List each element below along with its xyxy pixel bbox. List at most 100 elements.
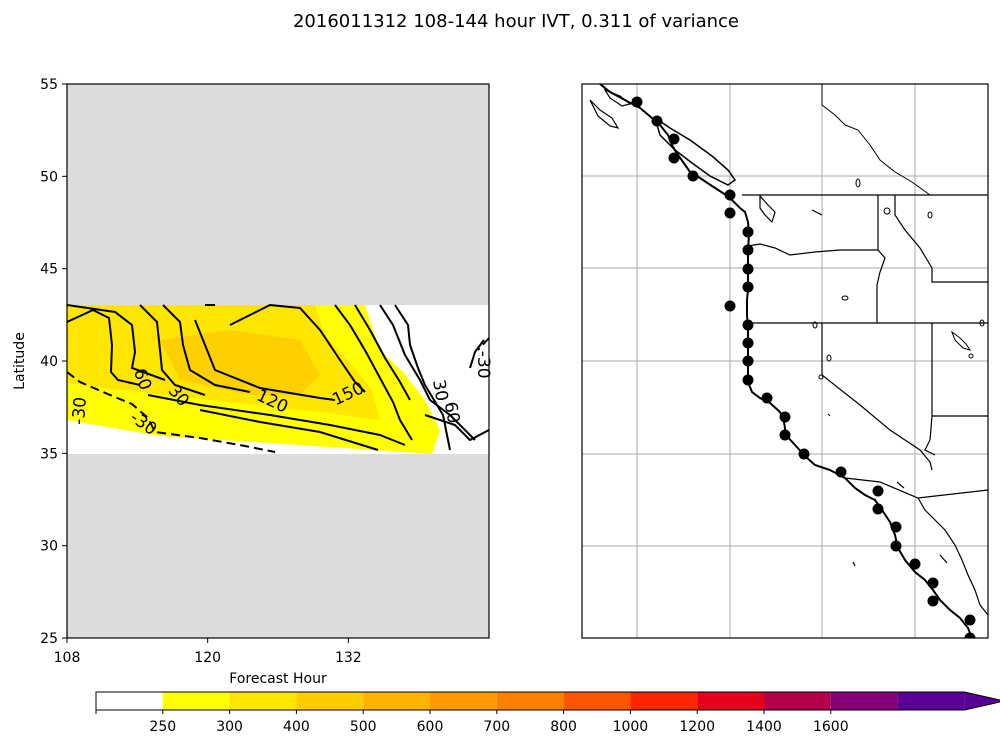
border-wa-or xyxy=(747,243,878,256)
gulf-of-california xyxy=(917,497,988,616)
y-axis-label: Latitude xyxy=(12,332,28,390)
station-point xyxy=(927,577,939,589)
y-axis: 25 30 35 40 45 50 55 Latitude xyxy=(12,77,67,647)
colorbar-segment xyxy=(96,692,163,710)
colorbar-tick-label: 400 xyxy=(283,719,310,735)
colorbar-segment xyxy=(296,692,364,710)
lake xyxy=(927,211,933,219)
contour-line xyxy=(469,339,485,369)
y-tick-label: 30 xyxy=(40,539,58,555)
station-point xyxy=(761,392,773,404)
station-point xyxy=(668,133,680,145)
border-or-id xyxy=(876,249,886,323)
colorbar-segment xyxy=(630,692,698,710)
station-point xyxy=(742,281,754,293)
figure-title: 2016011312 108-144 hour IVT, 0.311 of va… xyxy=(293,11,739,32)
x-axis-label: Forecast Hour xyxy=(229,671,327,687)
border-us-mexico xyxy=(844,477,988,499)
colorbar-segment xyxy=(897,692,965,710)
colorbar-segment xyxy=(496,692,564,710)
contour-line-negative xyxy=(477,337,489,351)
contour-line xyxy=(67,304,166,381)
station-point xyxy=(890,540,902,552)
colorbar-tick-label: 1400 xyxy=(746,719,782,735)
contour-line xyxy=(199,409,379,451)
station-point xyxy=(724,300,736,312)
lake xyxy=(811,209,823,216)
colorbar-segment xyxy=(830,692,898,710)
station-point xyxy=(742,226,754,238)
station-point xyxy=(779,429,791,441)
station-point xyxy=(798,448,810,460)
station-point xyxy=(872,485,884,497)
station-points xyxy=(631,96,976,638)
station-point xyxy=(742,319,754,331)
x-tick-label: 108 xyxy=(54,650,81,666)
x-axis: 108 120 132 Forecast Hour xyxy=(54,638,362,687)
islands xyxy=(589,99,620,129)
colorbar-tick-label: 600 xyxy=(417,719,444,735)
lake xyxy=(855,178,861,188)
y-tick-label: 40 xyxy=(40,354,58,370)
colorbar-outline xyxy=(95,691,1000,711)
station-point xyxy=(964,632,976,638)
puget-sound xyxy=(759,194,776,224)
lake xyxy=(979,319,985,327)
colorbar-segment xyxy=(563,692,631,710)
colorbar-segment xyxy=(764,692,831,710)
station-point xyxy=(964,614,976,626)
colorbar-tick-label: 1000 xyxy=(613,719,649,735)
contour-line xyxy=(394,304,451,451)
map-frame xyxy=(581,83,989,639)
x-tick-label: 132 xyxy=(335,650,362,666)
y-tick-label: 45 xyxy=(40,262,58,278)
colorbar-tick-label: 300 xyxy=(216,719,243,735)
station-point xyxy=(687,170,699,182)
colorbar-segment xyxy=(363,692,430,710)
contour-line xyxy=(229,303,366,393)
station-point xyxy=(909,558,921,570)
colorbar-tick-label: 1200 xyxy=(679,719,715,735)
colorbar-segment xyxy=(162,692,230,710)
great-salt-lake xyxy=(950,330,972,351)
contour-label: 30 xyxy=(428,378,451,403)
lake xyxy=(852,561,856,567)
border-ca-az xyxy=(924,415,936,456)
station-point xyxy=(872,503,884,515)
contour-label: -30 xyxy=(69,396,91,425)
colorbar-tick-label: 1600 xyxy=(813,719,849,735)
contour-line xyxy=(147,394,406,446)
y-tick-label: 35 xyxy=(40,446,58,462)
border-id-mt xyxy=(894,195,988,283)
islands xyxy=(603,88,632,107)
station-point xyxy=(742,355,754,367)
station-point xyxy=(651,115,663,127)
station-point xyxy=(742,337,754,349)
filled-contours xyxy=(67,305,440,454)
colorbar-tick-label: 500 xyxy=(350,719,377,735)
station-point xyxy=(631,96,643,108)
y-tick-label: 50 xyxy=(40,169,58,185)
station-point xyxy=(724,207,736,219)
station-point xyxy=(779,411,791,423)
y-tick-label: 25 xyxy=(40,631,58,647)
contour-line-negative xyxy=(67,371,276,453)
contour-line xyxy=(139,304,206,396)
colorbar: 250 300 400 500 600 700 800 1000 1200 1400 1600 xyxy=(95,691,1000,735)
map-content xyxy=(582,84,988,638)
colorbar-tick-label: 800 xyxy=(550,719,577,735)
contour-line xyxy=(67,308,141,386)
ivt-fill-400 xyxy=(160,330,320,395)
station-point xyxy=(927,595,939,607)
contour-line xyxy=(424,414,489,442)
contour-label: -30 xyxy=(473,351,493,379)
y-tick-label: 55 xyxy=(40,77,58,93)
lake xyxy=(812,321,818,329)
lake xyxy=(827,413,831,417)
lake xyxy=(818,374,824,380)
station-point xyxy=(742,244,754,256)
lake xyxy=(896,481,905,489)
station-point xyxy=(890,521,902,533)
map-gridlines xyxy=(582,84,988,638)
colorbar-extend-arrow xyxy=(964,692,1000,710)
